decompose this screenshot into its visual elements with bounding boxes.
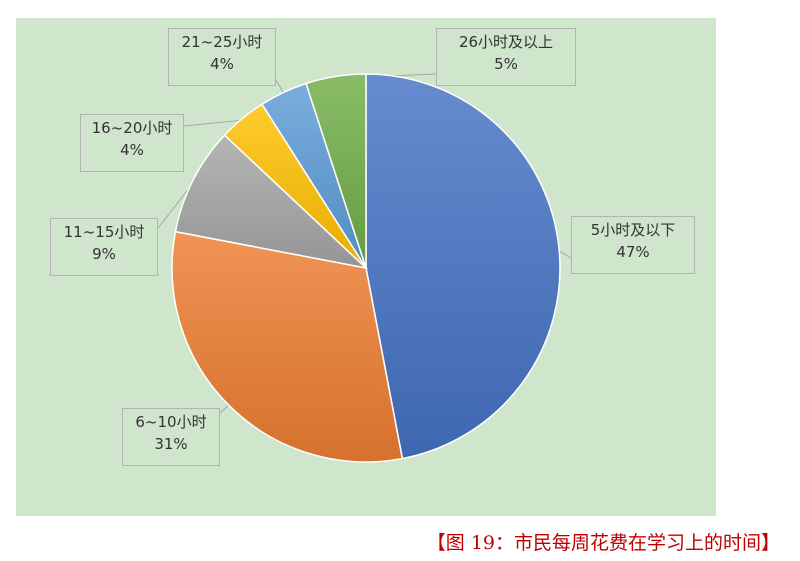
slice-value: 31% (154, 435, 188, 453)
slice-value: 4% (120, 141, 144, 159)
callout-26h-above: 26小时及以上 5% (436, 28, 576, 86)
slice-value: 47% (616, 243, 650, 261)
callout-6-10h: 6~10小时 31% (122, 408, 220, 466)
slice-value: 4% (210, 55, 234, 73)
pie-chart (157, 73, 572, 463)
callout-16-20h: 16~20小时 4% (80, 114, 184, 172)
slice-label: 5小时及以下 (590, 221, 676, 239)
leader-line-3 (183, 119, 244, 127)
callout-5h-below: 5小时及以下 47% (571, 216, 695, 274)
slice-label: 11~15小时 (63, 223, 145, 241)
callout-11-15h: 11~15小时 9% (50, 218, 158, 276)
chart-area: 5小时及以下 47% 6~10小时 31% 11~15小时 9% 16~20小时… (16, 18, 716, 516)
pie-slice-0 (365, 73, 561, 460)
pie-slice-5 (305, 73, 367, 269)
pie-slices (171, 73, 561, 463)
slice-label: 6~10小时 (135, 413, 207, 431)
pie-slice-2 (174, 134, 369, 270)
slice-label: 26小时及以上 (458, 33, 554, 51)
slice-label: 16~20小时 (91, 119, 173, 137)
slice-label: 21~25小时 (181, 33, 263, 51)
callout-21-25h: 21~25小时 4% (168, 28, 276, 86)
slice-value: 9% (92, 245, 116, 263)
pie-slice-1 (171, 230, 404, 463)
slice-value: 5% (494, 55, 518, 73)
figure-caption: 【图 19：市民每周花费在学习上的时间】 (426, 532, 780, 554)
